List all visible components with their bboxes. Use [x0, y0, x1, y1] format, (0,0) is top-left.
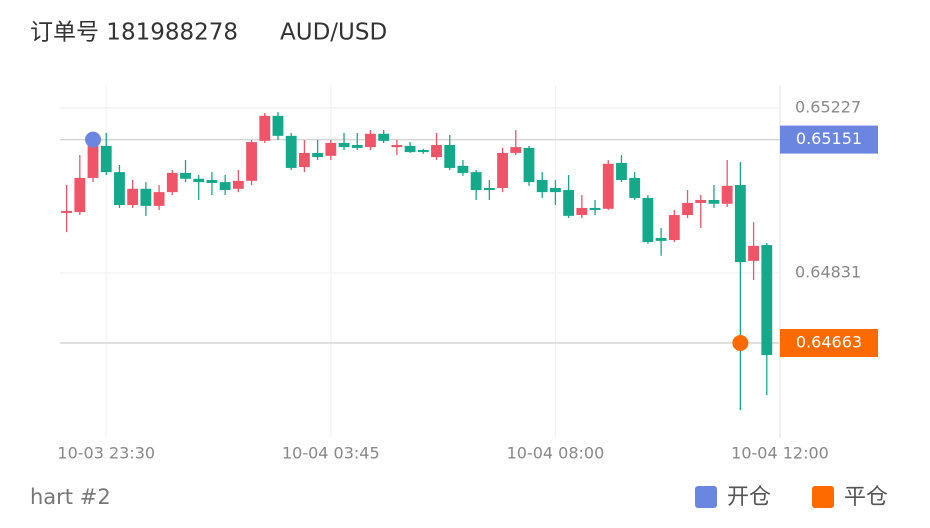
candle-body [417, 150, 429, 153]
candle-body [246, 142, 257, 181]
candle-body [748, 245, 759, 261]
candle-body [312, 152, 324, 158]
x-tick-label: 10-04 08:00 [507, 444, 605, 463]
x-tick-label: 10-04 03:45 [282, 444, 380, 463]
candle-body [589, 207, 601, 211]
legend-swatch [812, 486, 834, 508]
trade-marker [732, 334, 749, 351]
candle-body [708, 200, 720, 204]
candle-body [404, 145, 416, 153]
candle-body [285, 135, 297, 168]
candle-body [695, 200, 707, 203]
candle-body [510, 147, 522, 153]
candle-body [616, 162, 627, 181]
candle-body [61, 210, 73, 213]
candle-body [298, 152, 310, 168]
candle-body [180, 172, 191, 179]
candle-body [206, 180, 218, 183]
candle-body [682, 202, 693, 216]
candle-body [219, 182, 231, 191]
symbol-title: AUD/USD [280, 20, 387, 46]
legend-label: 平仓 [844, 485, 888, 510]
candle-body [602, 163, 614, 209]
candle-body [100, 145, 112, 173]
trade-marker [85, 131, 102, 148]
x-tick-label: 10-03 23:30 [57, 444, 155, 463]
order-title: 订单号 181988278 [30, 20, 238, 46]
candle-body [140, 188, 152, 206]
candle-body [391, 145, 403, 148]
candle-body [259, 115, 271, 141]
candle-body [153, 192, 165, 206]
candle-body [166, 172, 178, 193]
candle-body [457, 165, 469, 173]
candle-body [655, 237, 667, 241]
candle-body [668, 215, 680, 241]
candle-body [642, 197, 654, 243]
candle-body [74, 177, 86, 213]
candle-body [378, 133, 390, 141]
candle-body [338, 142, 350, 148]
candle-body [232, 180, 244, 189]
y-tick-label: 0.64831 [795, 262, 861, 281]
price-label: 0.64663 [796, 332, 862, 351]
candle-body [576, 207, 588, 216]
candle-body [114, 172, 125, 206]
price-label-box [780, 125, 878, 154]
candle-body [444, 145, 456, 168]
candle-body [523, 147, 535, 183]
candle-body [536, 180, 548, 193]
candle-body [497, 152, 508, 188]
candle-body [351, 145, 363, 148]
x-tick-label: 10-04 12:00 [731, 444, 829, 463]
price-label: 0.65151 [796, 129, 862, 148]
candle-body [325, 142, 337, 156]
y-tick-label: 0.65227 [795, 97, 861, 116]
candle-body [193, 178, 205, 183]
candle-body [549, 187, 561, 193]
candle-body [127, 188, 139, 206]
candle-body [272, 115, 284, 136]
price-label-box [780, 328, 878, 357]
candle-body [87, 145, 99, 178]
legend-label: 开仓 [727, 485, 771, 510]
candle-body [734, 185, 746, 263]
candle-body [563, 190, 575, 216]
candle-body [470, 172, 482, 191]
footer-label: hart #2 [30, 485, 111, 509]
candle-body [365, 133, 376, 148]
candle-body [761, 245, 773, 356]
candle-body [721, 185, 733, 204]
candle-body [431, 145, 442, 158]
candle-body [483, 187, 495, 191]
legend-swatch [695, 486, 717, 508]
candle-body [629, 177, 641, 198]
